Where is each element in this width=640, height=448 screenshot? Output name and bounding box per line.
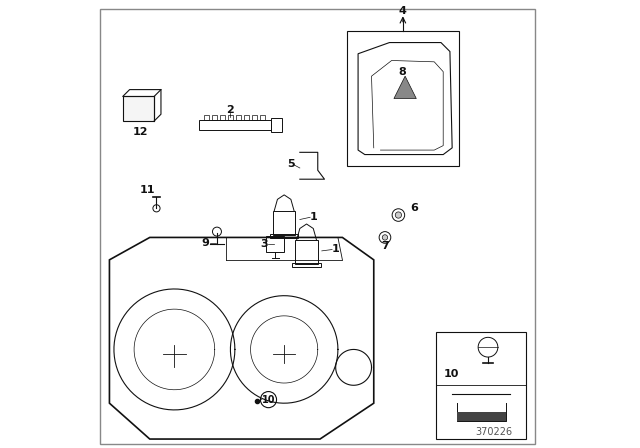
Text: 370226: 370226 bbox=[476, 427, 513, 437]
Bar bbox=[199, 120, 271, 130]
Bar bbox=[266, 236, 284, 252]
Text: 4: 4 bbox=[399, 6, 407, 16]
Text: 2: 2 bbox=[227, 105, 234, 115]
Text: 1: 1 bbox=[332, 244, 340, 254]
Text: 8: 8 bbox=[398, 67, 406, 77]
Bar bbox=[212, 115, 217, 120]
Bar bbox=[228, 115, 233, 120]
Text: 12: 12 bbox=[133, 127, 148, 137]
Circle shape bbox=[382, 235, 388, 240]
Bar bbox=[271, 118, 282, 132]
Polygon shape bbox=[457, 412, 506, 421]
Bar bbox=[292, 263, 321, 267]
Bar bbox=[270, 234, 298, 238]
Bar bbox=[273, 211, 295, 235]
Text: 7: 7 bbox=[381, 241, 389, 250]
Bar bbox=[436, 332, 526, 439]
Text: 3: 3 bbox=[260, 239, 268, 249]
Text: 1: 1 bbox=[309, 212, 317, 222]
Bar bbox=[260, 115, 266, 120]
Text: 6: 6 bbox=[410, 203, 418, 213]
Bar bbox=[204, 115, 209, 120]
Polygon shape bbox=[394, 76, 417, 99]
Text: 10: 10 bbox=[443, 369, 459, 379]
Bar bbox=[123, 96, 154, 121]
Text: 5: 5 bbox=[287, 159, 294, 168]
Bar bbox=[220, 115, 225, 120]
Bar bbox=[244, 115, 249, 120]
Circle shape bbox=[396, 212, 401, 218]
Bar bbox=[252, 115, 257, 120]
Text: 11: 11 bbox=[140, 185, 156, 195]
Bar bbox=[236, 115, 241, 120]
Bar bbox=[347, 31, 459, 166]
Text: 10: 10 bbox=[262, 395, 275, 405]
Text: 9: 9 bbox=[202, 238, 210, 248]
Bar bbox=[296, 240, 317, 264]
